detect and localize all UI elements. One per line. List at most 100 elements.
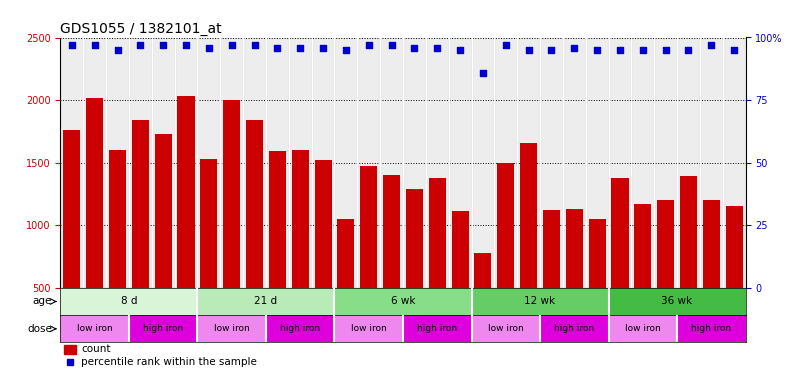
- Bar: [472, 38, 494, 288]
- Bar: [266, 38, 289, 288]
- Text: low iron: low iron: [625, 324, 661, 333]
- Bar: [338, 219, 355, 350]
- Bar: [677, 38, 700, 288]
- Bar: [380, 38, 403, 288]
- Point: [591, 47, 604, 53]
- Bar: [657, 200, 674, 350]
- Point: [363, 42, 376, 48]
- Bar: [475, 254, 492, 350]
- Bar: [631, 38, 654, 288]
- Bar: [246, 120, 263, 350]
- Bar: [357, 38, 380, 288]
- Text: low iron: low iron: [214, 324, 250, 333]
- Point: [704, 42, 717, 48]
- Bar: [540, 38, 563, 288]
- Bar: [543, 210, 560, 350]
- Text: 12 wk: 12 wk: [525, 297, 555, 306]
- Bar: [586, 38, 609, 288]
- Bar: [334, 315, 403, 342]
- Text: GDS1055 / 1382101_at: GDS1055 / 1382101_at: [60, 22, 222, 36]
- Text: high iron: high iron: [280, 324, 320, 333]
- Text: low iron: low iron: [488, 324, 524, 333]
- Bar: [680, 177, 697, 350]
- Bar: [177, 96, 194, 350]
- Point: [408, 45, 421, 51]
- Bar: [314, 160, 331, 350]
- Bar: [609, 315, 677, 342]
- Text: 6 wk: 6 wk: [391, 297, 415, 306]
- Bar: [566, 209, 583, 350]
- Bar: [429, 178, 446, 350]
- Bar: [563, 38, 586, 288]
- Bar: [588, 219, 605, 350]
- Text: 36 wk: 36 wk: [662, 297, 692, 306]
- Bar: [677, 315, 746, 342]
- Bar: [700, 38, 723, 288]
- Bar: [609, 288, 746, 315]
- Text: 21 d: 21 d: [255, 297, 277, 306]
- Point: [180, 42, 193, 48]
- Bar: [201, 159, 218, 350]
- Bar: [520, 142, 537, 350]
- Point: [339, 47, 352, 53]
- Bar: [129, 315, 197, 342]
- Bar: [312, 38, 334, 288]
- Bar: [197, 315, 266, 342]
- Point: [385, 42, 398, 48]
- Point: [659, 47, 672, 53]
- Bar: [426, 38, 449, 288]
- Bar: [497, 163, 514, 350]
- Bar: [406, 189, 423, 350]
- Bar: [494, 38, 517, 288]
- Bar: [451, 211, 468, 350]
- Point: [111, 47, 124, 53]
- Point: [248, 42, 261, 48]
- Bar: [634, 204, 651, 350]
- Bar: [289, 38, 312, 288]
- Point: [134, 42, 147, 48]
- Bar: [403, 38, 426, 288]
- Bar: [472, 315, 540, 342]
- Bar: [334, 38, 357, 288]
- Point: [728, 47, 741, 53]
- Point: [65, 42, 78, 48]
- Bar: [155, 134, 172, 350]
- Bar: [197, 288, 334, 315]
- Bar: [360, 166, 377, 350]
- Bar: [403, 315, 472, 342]
- Point: [430, 45, 443, 51]
- Bar: [132, 120, 149, 350]
- Point: [271, 45, 284, 51]
- Point: [545, 47, 558, 53]
- Bar: [243, 38, 266, 288]
- Point: [499, 42, 513, 48]
- Bar: [703, 200, 720, 350]
- Bar: [109, 150, 126, 350]
- Point: [613, 47, 626, 53]
- Point: [476, 69, 489, 75]
- Bar: [220, 38, 243, 288]
- Bar: [64, 130, 81, 350]
- Text: 8 d: 8 d: [121, 297, 137, 306]
- Bar: [129, 38, 152, 288]
- Bar: [60, 38, 83, 288]
- Text: age: age: [33, 297, 52, 306]
- Text: count: count: [81, 345, 110, 354]
- Point: [88, 42, 101, 48]
- Text: high iron: high iron: [692, 324, 731, 333]
- Bar: [449, 38, 472, 288]
- Point: [522, 47, 535, 53]
- Bar: [472, 288, 609, 315]
- Bar: [725, 207, 742, 350]
- Bar: [60, 288, 197, 315]
- Bar: [292, 150, 309, 350]
- Point: [202, 45, 215, 51]
- Bar: [223, 100, 240, 350]
- Text: percentile rank within the sample: percentile rank within the sample: [81, 357, 257, 367]
- Bar: [197, 38, 220, 288]
- Bar: [609, 38, 631, 288]
- Bar: [64, 345, 77, 354]
- Bar: [152, 38, 175, 288]
- Bar: [269, 152, 286, 350]
- Bar: [106, 38, 129, 288]
